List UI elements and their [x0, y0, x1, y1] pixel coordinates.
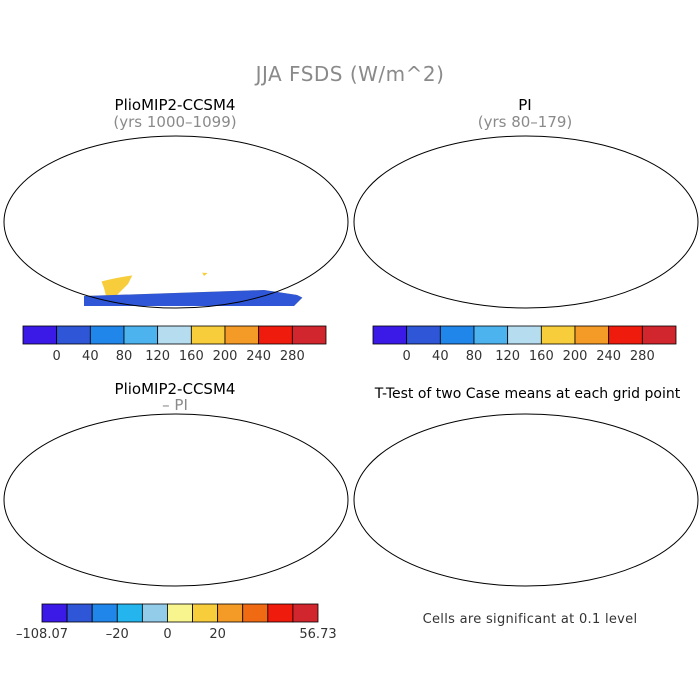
colorbar-tick-label: 160: [529, 349, 554, 364]
colorbar-swatch: [540, 325, 576, 345]
panel-title-diff: PlioMIP2-CCSM4: [114, 380, 236, 398]
panel-title-pi: PI: [518, 96, 532, 114]
panel-subtitle-pliomip2: (yrs 1000–1099): [113, 113, 237, 131]
colorbar-swatch: [91, 603, 118, 623]
map-panel-diff: [3, 413, 349, 587]
colorbar-pi: 0 40 80 120 160 200 240 280: [372, 325, 677, 364]
colorbar-swatch: [41, 603, 68, 623]
colorbar-tick-label: 0: [403, 349, 411, 364]
colorbar-tick-label: 56.73: [299, 627, 336, 642]
panel-subtitle-pi: (yrs 80–179): [477, 113, 573, 131]
colorbar-swatch: [574, 325, 610, 345]
colorbar-tick-label: 0: [163, 627, 171, 642]
colorbar-tick-label: 240: [596, 349, 621, 364]
colorbar-swatch: [473, 325, 509, 345]
colorbar-swatch: [372, 325, 408, 345]
significance-footnote: Cells are significant at 0.1 level: [422, 612, 638, 627]
colorbar-tick-label: –108.07: [16, 627, 68, 642]
colorbar-tick-label: 120: [495, 349, 520, 364]
colorbar-swatch: [406, 325, 441, 345]
colorbar-swatch: [267, 603, 294, 623]
colorbar-tick-label: 40: [432, 349, 449, 364]
colorbar-tick-label: –20: [106, 627, 129, 642]
panel-title-pliomip2: PlioMIP2-CCSM4: [114, 96, 236, 114]
colorbar-tick-label: 80: [116, 349, 133, 364]
panel-subtitle-diff: – PI: [162, 396, 188, 414]
colorbar-swatch: [22, 325, 58, 345]
colorbar-swatch: [291, 325, 327, 345]
figure-title: JJA FSDS (W/m^2): [255, 62, 445, 86]
colorbar-swatch: [89, 325, 125, 345]
panel-title-ttest: T-Test of two Case means at each grid po…: [374, 386, 681, 402]
colorbar-swatch: [242, 603, 269, 623]
colorbar-swatch: [608, 325, 643, 345]
colorbar-tick-label: 280: [630, 349, 655, 364]
colorbar-tick-label: 160: [179, 349, 204, 364]
colorbar-swatch: [641, 325, 677, 345]
colorbar-swatch: [123, 325, 159, 345]
colorbar-swatch: [192, 603, 219, 623]
colorbar-swatch: [116, 603, 143, 623]
colorbar-swatch: [439, 325, 475, 345]
colorbar-tick-label: 20: [209, 627, 226, 642]
colorbar-swatch: [258, 325, 293, 345]
colorbar-tick-label: 200: [563, 349, 588, 364]
map-panel-pi: [353, 135, 699, 309]
colorbar-difference: –108.07 –20 0 20 56.73: [16, 603, 337, 642]
map-panel-ttest: [353, 413, 699, 587]
colorbar-swatch: [66, 603, 93, 623]
colorbar-swatch: [157, 325, 192, 345]
colorbar-tick-label: 280: [280, 349, 305, 364]
colorbar-tick-label: 0: [53, 349, 61, 364]
colorbar-tick-label: 80: [466, 349, 483, 364]
colorbar-swatch: [217, 603, 244, 623]
colorbar-pliomip2: 0 40 80 120 160 200 240 280: [22, 325, 327, 364]
colorbar-swatch: [56, 325, 91, 345]
colorbar-swatch: [190, 325, 226, 345]
colorbar-swatch: [224, 325, 260, 345]
colorbar-tick-label: 200: [213, 349, 238, 364]
map-panel-pliomip2: [3, 135, 349, 309]
colorbar-tick-label: 40: [82, 349, 99, 364]
colorbar-swatch: [167, 603, 193, 623]
colorbar-swatch: [292, 603, 319, 623]
colorbar-swatch: [141, 603, 168, 623]
colorbar-tick-label: 120: [145, 349, 170, 364]
colorbar-swatch: [507, 325, 542, 345]
colorbar-tick-label: 240: [246, 349, 271, 364]
